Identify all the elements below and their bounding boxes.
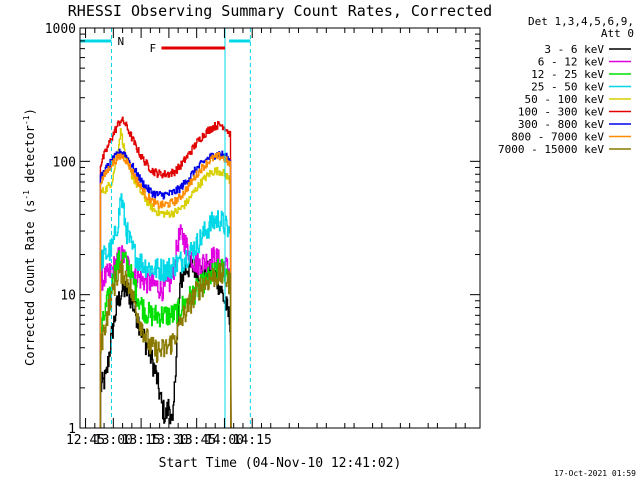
series-line-7	[99, 148, 232, 429]
legend-label-4: 25 - 50 keV	[531, 81, 604, 94]
night-label: N	[117, 35, 124, 48]
legend-header-line-1: Det 1,3,4,5,6,9,	[528, 15, 634, 28]
plot-area: NF 110100100012:4513:0013:1513:3013:4514…	[45, 22, 481, 448]
x-tick-label-4: 13:30	[149, 433, 188, 448]
legend-label-1: 3 - 6 keV	[544, 43, 604, 56]
y-axis-label: Corrected Count Rate (s-1 detector-1)	[22, 108, 37, 366]
x-tick-label-6: 14:00	[205, 433, 244, 448]
y-tick-label-1: 1	[68, 422, 76, 437]
legend-label-3: 12 - 25 keV	[531, 68, 604, 81]
series-line-6	[99, 116, 232, 429]
legend-label-8: 800 - 7000 keV	[511, 131, 604, 144]
legend-header-line-2: Att 0	[601, 27, 634, 40]
x-tick-label-5: 13:45	[177, 433, 216, 448]
flare-label: F	[149, 42, 156, 55]
plot-frame	[79, 27, 481, 429]
legend-label-2: 6 - 12 keV	[538, 56, 605, 69]
series-layer	[99, 116, 232, 429]
series-line-9	[99, 259, 232, 429]
series-line-5	[99, 128, 232, 429]
legend-label-6: 100 - 300 keV	[518, 106, 604, 119]
axes-layer: 1 10 100 1000 12:4513:0013:1513:3013:4514:00…	[45, 22, 481, 448]
y-tick-label-4: 1000	[45, 22, 76, 37]
series-line-4	[99, 193, 232, 429]
y-axis-label-part-3: )	[23, 108, 37, 115]
y-axis-label-superscript-2: -1	[22, 115, 31, 125]
chart-title: RHESSI Observing Summary Count Rates, Co…	[68, 2, 492, 20]
y-axis-label-part-1: Corrected Count Rate (s	[23, 200, 37, 366]
y-tick-label-2: 10	[60, 289, 76, 304]
y-axis-label-part-2: detector	[23, 125, 37, 190]
legend-label-5: 50 - 100 keV	[525, 93, 605, 106]
y-axis-label-superscript-1: -1	[22, 190, 31, 200]
legend-label-9: 7000 - 15000 keV	[498, 143, 604, 156]
x-tick-label-2: 13:00	[94, 433, 133, 448]
generation-timestamp: 17-Oct-2021 01:59	[554, 469, 636, 478]
x-tick-label-1: 12:45	[66, 433, 105, 448]
series-line-8	[99, 152, 232, 429]
x-axis-label: Start Time (04-Nov-10 12:41:02)	[159, 456, 402, 471]
x-tick-label-3: 13:15	[122, 433, 161, 448]
legend-label-7: 300 - 800 keV	[518, 118, 604, 131]
x-tick-label-7: 14:15	[233, 433, 272, 448]
y-tick-label-3: 100	[53, 155, 76, 170]
